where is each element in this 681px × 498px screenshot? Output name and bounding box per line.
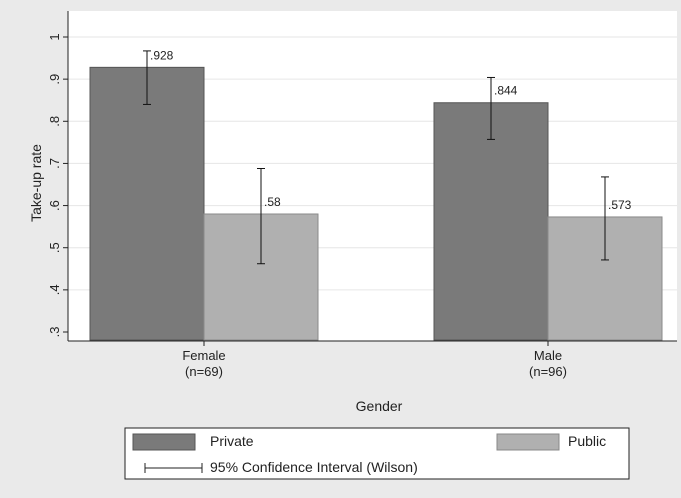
bar-private [89, 66, 205, 341]
y-axis-title: Take-up rate [28, 144, 44, 222]
data-label: .58 [264, 195, 281, 209]
x-category-label: Male [534, 348, 562, 363]
y-tick-label: .8 [47, 116, 62, 127]
data-label: .928 [150, 48, 174, 62]
legend-swatch-public [496, 433, 560, 451]
bars [89, 66, 663, 341]
x-axis-title: Gender [356, 398, 403, 414]
x-category-label: Female [182, 348, 225, 363]
error-bar [487, 76, 495, 140]
legend-swatch-private [132, 433, 196, 451]
y-tick-label: .5 [47, 242, 62, 253]
error-bar [257, 167, 265, 265]
y-tick-label: .3 [47, 327, 62, 338]
legend-label-ci: 95% Confidence Interval (Wilson) [210, 459, 418, 475]
x-category-n: (n=96) [529, 364, 567, 379]
data-label: .573 [608, 198, 632, 212]
legend-label-private: Private [210, 433, 254, 449]
y-tick-label: .7 [47, 158, 62, 169]
error-bar [143, 50, 151, 105]
bar-private [433, 102, 549, 341]
error-bars [143, 50, 609, 265]
data-label: .844 [494, 84, 518, 98]
y-tick-label: .9 [47, 74, 62, 85]
y-tick-label: .6 [47, 200, 62, 211]
data-labels: .928 .844 .58 .573 [150, 48, 632, 212]
legend-label-public: Public [568, 433, 606, 449]
legend: Private Public 95% Confidence Interval (… [124, 427, 630, 480]
y-tick-label: 1 [47, 33, 62, 40]
legend-ci-symbol [144, 463, 203, 473]
error-bar [601, 176, 609, 261]
x-category-labels: Female(n=69) Male(n=96) [182, 341, 567, 379]
y-ticks: .3 .4 .5 .6 .7 .8 .9 1 [47, 33, 68, 337]
y-tick-label: .4 [47, 284, 62, 295]
x-category-n: (n=69) [185, 364, 223, 379]
